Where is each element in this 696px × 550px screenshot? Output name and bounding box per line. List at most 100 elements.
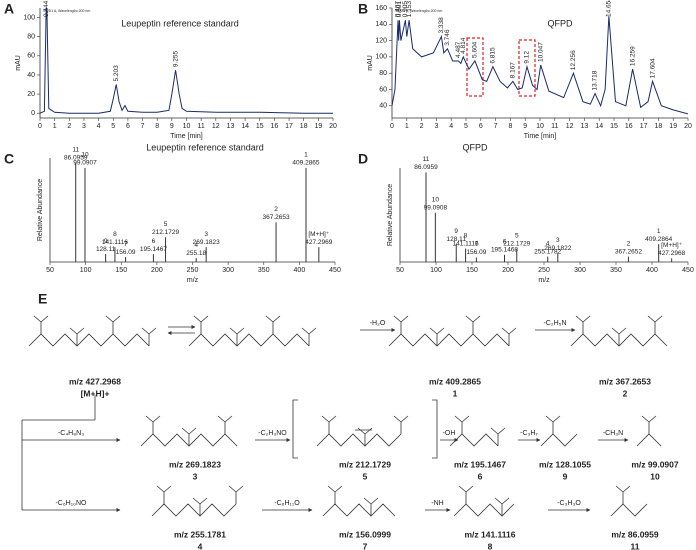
compound-id: 7 [363, 541, 368, 550]
loss-label: -C₃H₇ [520, 430, 538, 437]
peak-label: 4.487 [455, 41, 462, 58]
x-tick-label: 20 [329, 123, 337, 130]
peak-id: [M+H]⁺ [661, 242, 683, 249]
compound-mz: m/z 255.1781 [174, 529, 226, 539]
x-tick-label: 15 [256, 123, 264, 130]
structure [40, 315, 49, 323]
peak-mz: 427.2968 [658, 250, 685, 257]
peak-id: 4 [546, 240, 550, 247]
compound-id: 5 [363, 471, 368, 481]
structure [611, 327, 620, 346]
structure [69, 327, 78, 346]
structure [654, 315, 663, 323]
y-tick-label: 80 [27, 34, 35, 41]
x-tick-label: 12 [212, 123, 220, 130]
peak-mz: 156.09 [466, 249, 486, 256]
x-tick-label: 16 [271, 123, 279, 130]
y-axis-label: mAU [15, 55, 22, 71]
y-tick-label: 40 [27, 72, 35, 79]
peak-mz: 99.0907 [73, 160, 97, 167]
peak-label: 6.815 [490, 47, 497, 64]
x-tick-label: 0 [390, 123, 394, 130]
peak-mz: 269.1822 [544, 245, 571, 252]
structure [508, 327, 517, 335]
x-tick-label: 400 [294, 267, 306, 274]
peak-label: 9.12 [524, 51, 531, 64]
x-axis-label: Time [min] [170, 133, 202, 140]
structure [141, 327, 150, 346]
panel-label: E [38, 291, 47, 307]
x-tick-label: 10 [183, 123, 191, 130]
compound-id: 8 [488, 541, 493, 550]
x-tick-label: 2 [67, 123, 71, 130]
peak-mz: 367.2653 [262, 214, 289, 221]
x-tick-label: 1 [405, 123, 409, 130]
structure [648, 415, 657, 423]
y-axis-label: mAU [367, 55, 374, 71]
x-tick-label: 17 [285, 123, 293, 130]
structure [151, 503, 237, 517]
structure [615, 485, 624, 504]
peak-mz: 367.2652 [615, 248, 642, 255]
structure [472, 315, 481, 323]
x-tick-label: 2 [420, 123, 424, 130]
peak-mz: 409.2864 [645, 236, 672, 243]
x-tick-label: 20 [684, 123, 692, 130]
structure [321, 415, 330, 434]
structure [145, 415, 154, 434]
compound-mz: m/z 141.1116 [464, 529, 515, 539]
peak-label: 4.814 [460, 37, 467, 54]
loss-label: -NH [431, 500, 443, 507]
structure [393, 315, 402, 334]
compound-mz: m/z 128.1055 [539, 459, 591, 469]
structure [33, 315, 42, 334]
x-tick-label: 11 [551, 123, 558, 130]
x-tick-label: 3 [82, 123, 86, 130]
peak-label: 10.047 [537, 42, 544, 62]
structure [152, 415, 161, 423]
x-tick-label: 8 [508, 123, 512, 130]
structure [636, 433, 662, 447]
compound-id: 4 [198, 541, 203, 550]
x-tick-label: 300 [222, 267, 234, 274]
x-tick-label: 19 [669, 123, 677, 130]
peak-label: 1.153 [406, 1, 413, 18]
loss-label: -CH₃N [603, 430, 623, 437]
x-tick-label: 450 [682, 267, 694, 274]
peak-id: 3 [556, 237, 560, 244]
structure [76, 327, 85, 335]
structure [235, 485, 244, 493]
x-tick-label: 8 [155, 123, 159, 130]
x-tick-label: 12 [566, 123, 574, 130]
y-tick-label: 0 [31, 110, 35, 117]
compound-mz: m/z 156.0999 [339, 529, 391, 539]
bracket [292, 399, 438, 459]
structure [228, 485, 237, 504]
peak-id: 3 [204, 231, 208, 238]
structure [501, 327, 510, 346]
compound-mz: m/z 99.0907 [631, 459, 679, 469]
compound-id: [M+H]+ [81, 388, 110, 398]
structure [575, 315, 584, 334]
peak-mz: 195.1467 [140, 246, 167, 253]
structure [199, 497, 208, 505]
structure [357, 427, 366, 446]
x-tick-label: 18 [300, 123, 308, 130]
x-tick-label: 4 [97, 123, 101, 130]
structure [301, 327, 310, 346]
structure [436, 327, 445, 335]
chart-subtitle: VWD1 A, Wavelength=200 nm [395, 9, 442, 13]
peak-id: 9 [454, 228, 458, 235]
panel-label: C [4, 151, 14, 167]
compound-id: 6 [478, 471, 483, 481]
x-tick-label: 150 [115, 267, 127, 274]
peak-label: 5.604 [472, 41, 479, 58]
x-tick-label: 200 [502, 267, 514, 274]
structure [458, 485, 467, 504]
y-tick-label: 60 [379, 86, 387, 93]
structure [364, 427, 373, 435]
peak-mz: 409.2865 [292, 160, 319, 167]
structure [429, 327, 438, 346]
highlight-box [518, 39, 536, 97]
chart-title: Leupeptin reference standard [121, 18, 239, 28]
